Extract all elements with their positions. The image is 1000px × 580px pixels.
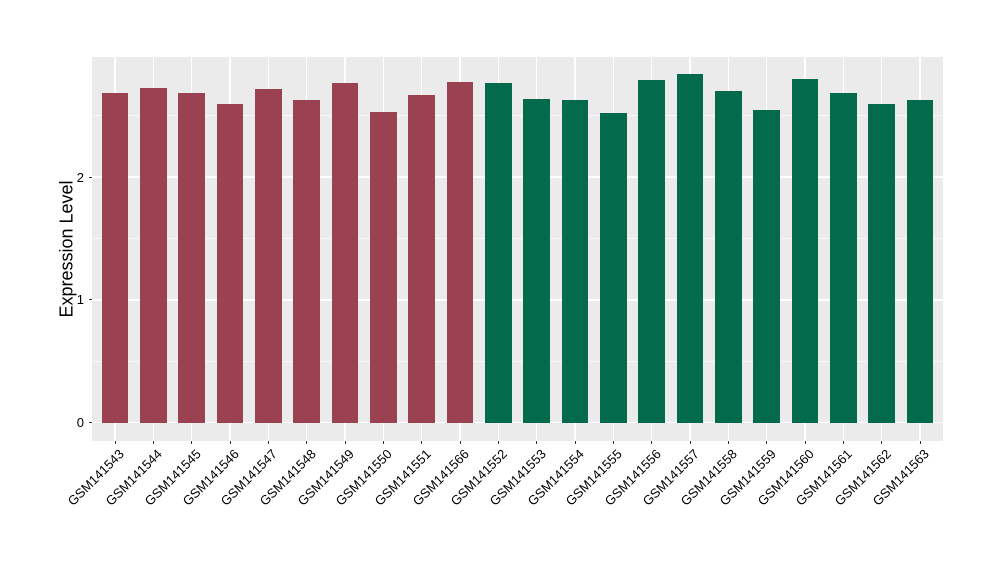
x-tick-mark xyxy=(651,441,653,444)
x-tick-mark xyxy=(727,441,729,444)
bar-GSM141545 xyxy=(178,92,206,423)
x-tick-mark xyxy=(459,441,461,444)
y-tick-mark xyxy=(89,176,92,178)
bar-GSM141560 xyxy=(791,79,819,423)
minor-gridline xyxy=(92,238,943,240)
bar-GSM141555 xyxy=(599,113,627,423)
y-tick-label: 1 xyxy=(76,292,84,308)
bar-GSM141558 xyxy=(714,91,742,423)
x-tick-mark xyxy=(191,441,193,444)
major-gridline xyxy=(92,421,943,424)
bar-GSM141562 xyxy=(868,103,896,423)
x-tick-mark xyxy=(152,441,154,444)
y-tick-label: 2 xyxy=(76,169,84,185)
x-tick-mark xyxy=(497,441,499,444)
x-tick-mark xyxy=(842,441,844,444)
x-tick-mark xyxy=(766,441,768,444)
x-tick-mark xyxy=(306,441,308,444)
bar-GSM141544 xyxy=(139,87,167,423)
bar-GSM141553 xyxy=(523,98,551,423)
y-tick-mark xyxy=(89,299,92,301)
bar-GSM141552 xyxy=(484,82,512,423)
bar-GSM141554 xyxy=(561,99,589,423)
plot-panel xyxy=(92,57,943,441)
bar-GSM141546 xyxy=(216,103,244,423)
x-tick-mark xyxy=(267,441,269,444)
x-tick-mark xyxy=(804,441,806,444)
x-tick-mark xyxy=(536,441,538,444)
bar-GSM141557 xyxy=(676,74,704,423)
x-tick-mark xyxy=(881,441,883,444)
y-tick-label: 0 xyxy=(76,415,84,431)
minor-gridline xyxy=(92,360,943,362)
x-tick-mark xyxy=(114,441,116,444)
bar-GSM141550 xyxy=(369,112,397,423)
x-tick-mark xyxy=(612,441,614,444)
bar-GSM141561 xyxy=(829,92,857,423)
x-tick-mark xyxy=(382,441,384,444)
x-tick-mark xyxy=(574,441,576,444)
bar-GSM141543 xyxy=(101,92,129,423)
minor-gridline xyxy=(92,115,943,117)
x-tick-mark xyxy=(421,441,423,444)
bar-GSM141548 xyxy=(293,99,321,423)
x-tick-mark xyxy=(229,441,231,444)
bar-GSM141556 xyxy=(638,80,666,423)
bar-GSM141559 xyxy=(753,109,781,423)
bar-GSM141551 xyxy=(408,95,436,423)
bar-GSM141566 xyxy=(446,81,474,423)
y-tick-mark xyxy=(89,422,92,424)
x-tick-mark xyxy=(919,441,921,444)
bar-GSM141547 xyxy=(254,88,282,423)
x-tick-mark xyxy=(689,441,691,444)
x-tick-mark xyxy=(344,441,346,444)
major-gridline xyxy=(92,176,943,178)
bar-GSM141549 xyxy=(331,82,359,423)
major-gridline xyxy=(92,299,943,301)
bar-GSM141563 xyxy=(906,99,934,423)
